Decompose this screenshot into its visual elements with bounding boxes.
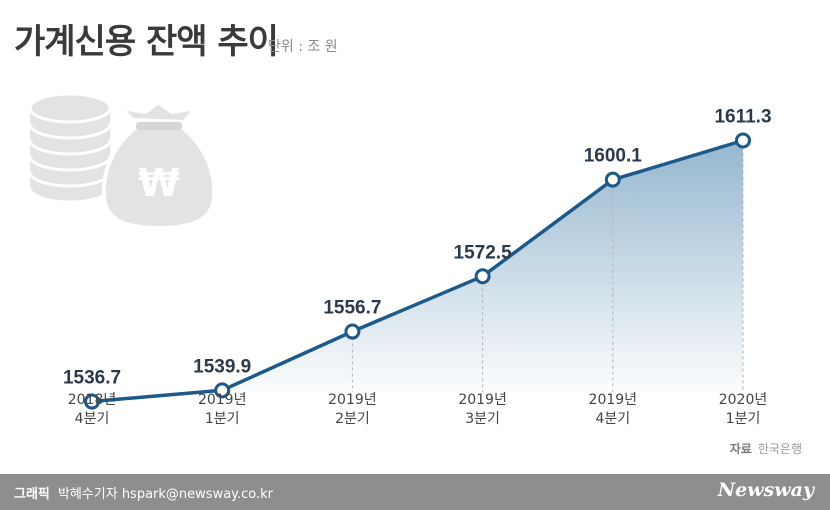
value-labels: 1536.7 1539.9 1556.7 1572.5 1600.1 1611.3 [63,106,772,388]
x-tick-label: 1분기 [726,411,761,427]
data-point [735,132,751,149]
data-point [84,393,100,410]
x-tick-label: 4분기 [595,411,630,427]
footer-bar: 그래픽 박혜수기자 hspark@newsway.co.kr Newsway [0,474,830,510]
line-chart: ₩ 1536.7 1539.9 1556.7 1572.5 1600.1 1611.3 2… [28,92,772,427]
page-title: 가계신용 잔액 추이 [14,22,279,62]
x-tick-label: 2019년 [589,392,638,408]
data-point [604,171,621,188]
data-label: 1539.9 [193,356,251,377]
markers [84,132,751,410]
x-tick-label: 2019년 [458,392,507,408]
x-tick-label: 3분기 [465,411,500,427]
money-bag-icon: ₩ [101,100,217,231]
x-axis-labels: 2018년 4분기 2019년 1분기 2019년 2분기 2019년 3분기 2019년 4분기… [68,392,768,427]
credit-text: 박혜수기자 hspark@newsway.co.kr [57,487,274,502]
data-point [214,382,231,399]
x-tick-label: 2019년 [328,392,377,408]
data-label: 1611.3 [714,106,771,127]
data-label: 1572.5 [454,242,513,263]
x-tick-label: 1분기 [205,411,240,427]
credit-label: 그래픽 [14,487,50,502]
x-tick-label: 2020년 [719,392,768,408]
data-label: 1536.7 [63,368,121,389]
data-label: 1600.1 [584,146,643,167]
x-tick-label: 2019년 [198,392,247,408]
x-tick-label: 2018년 [68,392,117,408]
source-label: 자료 [729,442,752,456]
data-point [344,323,361,340]
source-name: 한국은행 [757,442,802,456]
unit-label: 단위 : 조 원 [268,39,338,55]
credit: 그래픽 박혜수기자 hspark@newsway.co.kr [14,483,273,502]
x-tick-label: 4분기 [75,411,110,427]
series-line [91,138,744,404]
coin-stack-icon [28,92,112,204]
x-tick-label: 2분기 [335,411,370,427]
newsway-logo: Newsway [717,479,814,501]
data-label: 1556.7 [323,298,381,319]
data-point [474,268,491,285]
svg-text:₩: ₩ [138,161,180,205]
source-note: 자료 한국은행 [730,440,802,457]
